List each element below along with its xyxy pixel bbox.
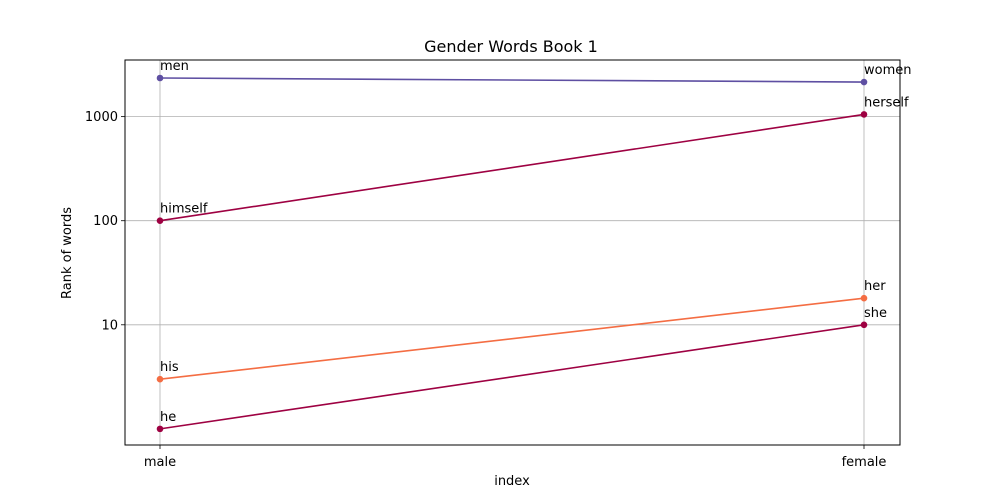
series: himself herself — [156, 95, 909, 225]
point-label: he — [160, 410, 176, 425]
data-point — [156, 375, 164, 383]
series-layer: men women himself herself his her he she — [156, 59, 912, 433]
series-line — [159, 297, 865, 381]
series-line — [159, 113, 865, 222]
point-label: she — [864, 306, 887, 321]
data-point — [156, 217, 164, 225]
chart-title: Gender Words Book 1 — [424, 37, 598, 56]
data-point — [860, 321, 868, 329]
series-line — [159, 77, 865, 83]
y-tick-label: 10 — [101, 318, 118, 333]
y-tick-label: 100 — [93, 214, 118, 229]
data-point — [860, 78, 868, 86]
series: he she — [156, 306, 887, 433]
point-label: himself — [160, 202, 208, 217]
series: his her — [156, 279, 886, 383]
x-axis-label: index — [494, 474, 530, 489]
grid — [125, 60, 900, 445]
x-ticks: male female — [144, 445, 887, 470]
plot-frame — [124, 59, 901, 446]
y-ticks: 10 100 1000 — [85, 110, 125, 333]
series: men women — [156, 59, 912, 86]
point-label: her — [864, 279, 886, 294]
point-label: men — [160, 59, 189, 74]
data-point — [156, 425, 164, 433]
data-point — [156, 74, 164, 82]
data-point — [860, 111, 868, 118]
x-tick-label: female — [842, 455, 887, 470]
point-label: women — [864, 63, 912, 78]
y-axis-label: Rank of words — [60, 207, 75, 299]
point-label: his — [160, 360, 179, 375]
point-label: herself — [864, 95, 909, 110]
y-tick-label: 1000 — [85, 110, 118, 125]
x-tick-label: male — [144, 455, 176, 470]
series-line — [159, 324, 865, 430]
data-point — [860, 294, 868, 302]
